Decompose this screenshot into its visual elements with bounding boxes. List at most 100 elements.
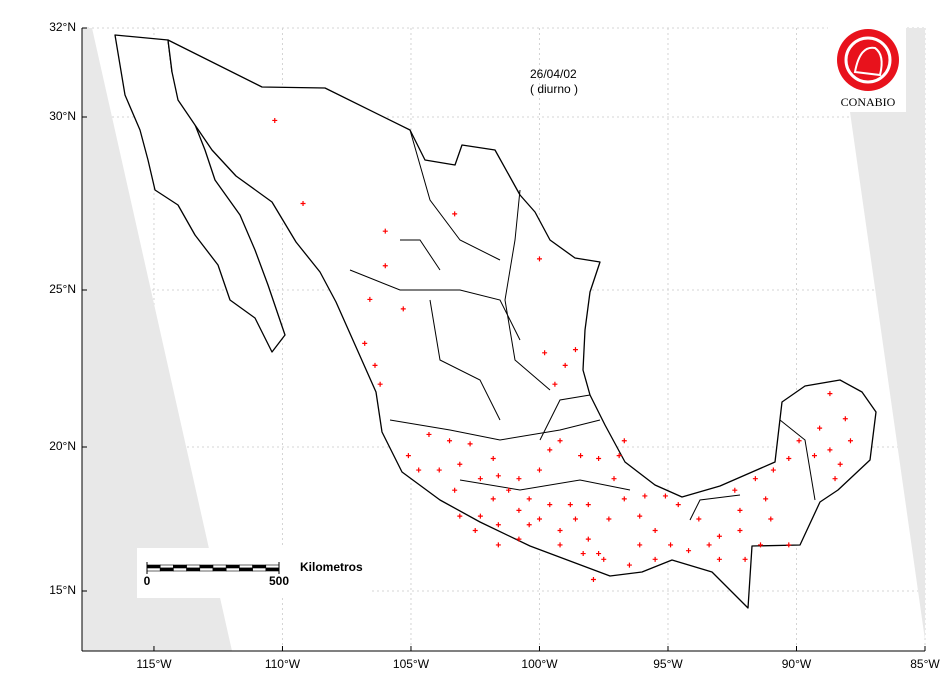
scale-segment: [252, 564, 267, 569]
scale-segment: [265, 564, 280, 569]
hotspot: [606, 516, 612, 522]
hotspot: [467, 441, 473, 447]
scale-segment: [265, 567, 280, 572]
hotspot: [847, 438, 853, 444]
date-annotation: 26/04/02: [530, 67, 577, 81]
y-tick-label: 25°N: [49, 282, 76, 296]
x-tick-label: 85°W: [910, 657, 940, 671]
hotspot: [758, 542, 764, 548]
hotspot: [516, 476, 522, 482]
hotspot: [832, 476, 838, 482]
hotspot: [562, 362, 568, 368]
hotspot: [490, 456, 496, 462]
axes: 115°W 110°W 105°W 100°W 95°W 90°W 85°W 15°N 20°N…: [49, 20, 940, 671]
hotspot: [362, 340, 368, 346]
scale-segment: [252, 567, 267, 572]
scale-segment: [159, 567, 174, 572]
hotspots: [272, 117, 853, 582]
hotspot: [706, 542, 712, 548]
hotspot: [536, 256, 542, 262]
hotspot: [536, 467, 542, 473]
hotspot: [652, 528, 658, 534]
hotspot: [763, 496, 769, 502]
hotspot: [686, 548, 692, 554]
mexico-mainland: [167, 39, 877, 609]
hotspot: [572, 347, 578, 353]
x-tick-label: 115°W: [136, 657, 172, 671]
hotspot: [495, 542, 501, 548]
hotspot: [732, 487, 738, 493]
hotspot: [372, 362, 378, 368]
hotspot: [596, 551, 602, 557]
hotspot: [557, 542, 563, 548]
scale-segment: [146, 564, 161, 569]
hotspot: [457, 461, 463, 467]
hotspot: [516, 536, 522, 542]
hotspot: [382, 263, 388, 269]
hotspot: [457, 513, 463, 519]
scale-segment: [186, 564, 201, 569]
hotspot: [557, 438, 563, 444]
hotspot: [662, 493, 668, 499]
period-annotation: ( diurno ): [530, 82, 578, 96]
hotspot: [770, 467, 776, 473]
scale-segment: [146, 567, 161, 572]
hotspot: [768, 516, 774, 522]
hotspot: [626, 562, 632, 568]
hotspot: [490, 496, 496, 502]
hotspot: [642, 493, 648, 499]
hotspot: [786, 542, 792, 548]
scale-label: 0: [144, 574, 151, 588]
hotspot: [737, 507, 743, 513]
hotspot: [547, 447, 553, 453]
hotspot: [426, 431, 432, 437]
scale-segment: [239, 567, 253, 572]
hotspot: [405, 453, 411, 459]
hotspot: [367, 296, 373, 302]
logo-emblem-ring: [844, 36, 892, 84]
y-tick-label: 30°N: [49, 109, 76, 123]
hotspot: [652, 556, 658, 562]
hotspot: [536, 516, 542, 522]
y-tick-label: 15°N: [49, 583, 76, 597]
hotspot: [377, 381, 383, 387]
hotspot: [752, 476, 758, 482]
hotspot: [526, 522, 532, 528]
hotspot: [796, 438, 802, 444]
hotspot: [637, 542, 643, 548]
hotspot: [786, 456, 792, 462]
hotspot: [716, 533, 722, 539]
logo-text: CONABIO: [841, 95, 896, 109]
hotspot: [596, 456, 602, 462]
hotspot: [621, 438, 627, 444]
scale-segment: [225, 564, 240, 569]
scale-label: 500: [269, 574, 289, 588]
hotspot: [547, 502, 553, 508]
hotspot: [637, 513, 643, 519]
scale-segment: [225, 567, 240, 572]
scale-segment: [239, 564, 253, 569]
state-borders: [349, 129, 816, 521]
scale-segment: [173, 567, 187, 572]
hotspot: [526, 496, 532, 502]
hotspot: [557, 528, 563, 534]
x-tick-label: 100°W: [521, 657, 558, 671]
hotspot: [585, 502, 591, 508]
hotspot: [616, 453, 622, 459]
scale-segment: [212, 567, 227, 572]
hotspot: [477, 476, 483, 482]
hotspot: [495, 473, 501, 479]
hotspot: [611, 476, 617, 482]
hotspot: [585, 536, 591, 542]
hotspot: [811, 453, 817, 459]
hotspot: [506, 487, 512, 493]
x-tick-label: 110°W: [265, 657, 301, 671]
hotspot: [668, 542, 674, 548]
hotspot: [578, 453, 584, 459]
x-tick-label: 90°W: [782, 657, 812, 671]
hotspot: [621, 496, 627, 502]
satellite-swath: [82, 28, 232, 651]
hotspot: [300, 201, 306, 206]
hotspot: [447, 438, 453, 444]
